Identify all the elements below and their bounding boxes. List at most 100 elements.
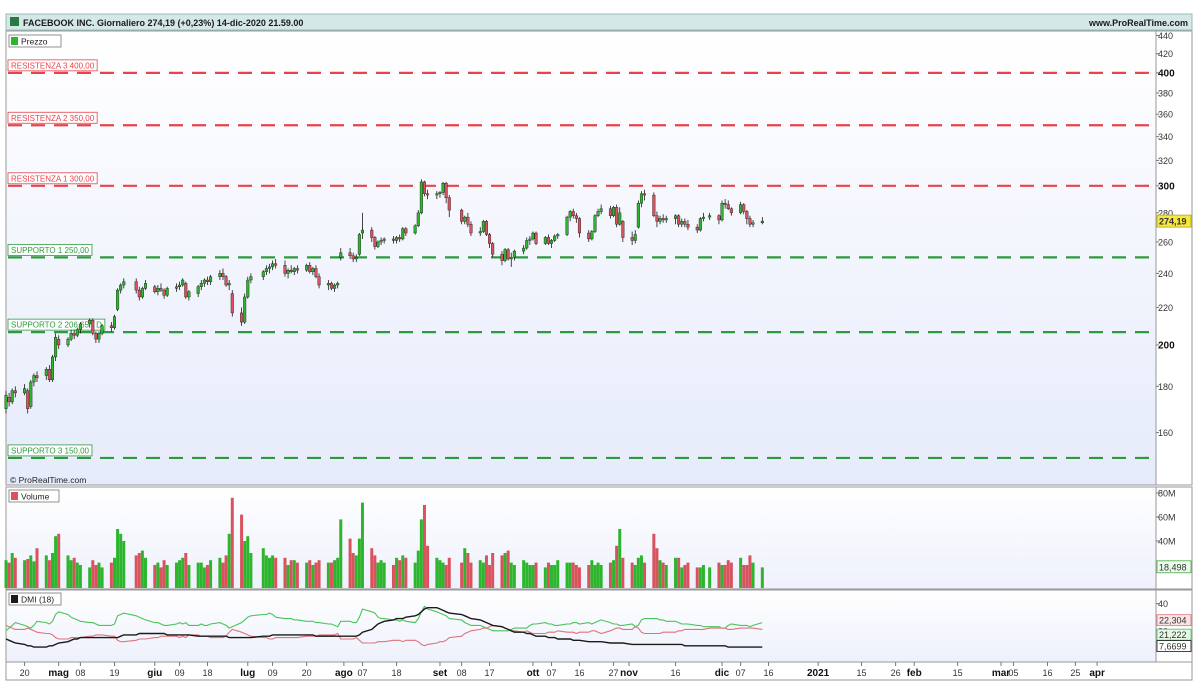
site-name[interactable]: www.ProRealTime.com (1088, 18, 1188, 28)
candle[interactable] (531, 231, 535, 241)
candle[interactable] (178, 281, 182, 291)
candle[interactable] (308, 262, 312, 274)
candle[interactable] (97, 331, 101, 344)
candle[interactable] (376, 240, 380, 249)
candle[interactable] (66, 337, 70, 347)
candle[interactable] (509, 252, 513, 267)
candle[interactable] (348, 248, 352, 259)
candle[interactable] (382, 237, 386, 244)
candle[interactable] (463, 215, 467, 225)
candle[interactable] (78, 322, 82, 334)
candle[interactable] (209, 275, 213, 286)
candle[interactable] (546, 234, 550, 246)
candle[interactable] (47, 365, 51, 382)
candle[interactable] (599, 204, 603, 215)
candle[interactable] (612, 205, 616, 218)
candle[interactable] (329, 281, 333, 291)
candle[interactable] (23, 384, 27, 396)
candle[interactable] (438, 191, 442, 198)
candle[interactable] (305, 263, 309, 272)
candle[interactable] (162, 288, 166, 299)
candle[interactable] (4, 390, 8, 414)
candle[interactable] (398, 234, 402, 242)
candle[interactable] (165, 286, 169, 297)
candle[interactable] (664, 215, 668, 223)
candle[interactable] (143, 279, 147, 291)
candle[interactable] (264, 265, 268, 276)
candle[interactable] (590, 230, 594, 241)
candle[interactable] (354, 254, 358, 263)
candle[interactable] (674, 214, 678, 225)
candle[interactable] (199, 279, 203, 291)
candle[interactable] (745, 210, 749, 225)
candle[interactable] (137, 286, 141, 301)
candle[interactable] (506, 248, 510, 261)
candle[interactable] (469, 221, 473, 236)
candle[interactable] (44, 367, 48, 380)
candle[interactable] (630, 231, 634, 246)
candle[interactable] (503, 248, 507, 263)
candle[interactable] (13, 386, 17, 398)
candle[interactable] (652, 192, 656, 218)
candle[interactable] (491, 241, 495, 258)
candle[interactable] (686, 219, 690, 231)
candle[interactable] (339, 248, 343, 261)
candle[interactable] (528, 235, 532, 246)
candle[interactable] (574, 212, 578, 223)
candle[interactable] (596, 208, 600, 218)
candle[interactable] (512, 249, 516, 261)
candle[interactable] (159, 283, 163, 292)
candle[interactable] (701, 212, 705, 222)
candle[interactable] (10, 388, 14, 405)
candle[interactable] (246, 276, 250, 299)
candle[interactable] (500, 251, 504, 266)
candle[interactable] (565, 215, 569, 236)
candle[interactable] (116, 288, 120, 312)
candle[interactable] (202, 278, 206, 287)
candle[interactable] (373, 235, 377, 250)
candle[interactable] (283, 260, 287, 277)
candle[interactable] (720, 200, 724, 222)
candle[interactable] (153, 285, 157, 294)
candle[interactable] (292, 266, 296, 276)
candle[interactable] (295, 265, 299, 274)
candle[interactable] (636, 200, 640, 229)
candle[interactable] (615, 204, 619, 228)
candle[interactable] (271, 260, 275, 271)
candle[interactable] (75, 327, 79, 338)
candle[interactable] (72, 329, 76, 340)
candle[interactable] (534, 231, 538, 246)
candle[interactable] (478, 227, 482, 236)
candle[interactable] (286, 268, 290, 279)
candle[interactable] (426, 189, 430, 200)
candle[interactable] (249, 273, 253, 284)
candle[interactable] (751, 219, 755, 228)
candle[interactable] (140, 286, 144, 299)
candle[interactable] (683, 218, 687, 228)
candle[interactable] (69, 329, 73, 342)
candle[interactable] (717, 214, 721, 225)
candle[interactable] (7, 392, 11, 407)
candle[interactable] (122, 278, 126, 289)
candle[interactable] (484, 219, 488, 236)
candle[interactable] (726, 200, 730, 211)
candle[interactable] (134, 278, 138, 294)
candle[interactable] (351, 252, 355, 263)
candle[interactable] (633, 230, 637, 244)
candle[interactable] (742, 203, 746, 215)
candle[interactable] (723, 199, 727, 209)
candle[interactable] (639, 191, 643, 208)
candle[interactable] (419, 179, 423, 215)
candle[interactable] (441, 181, 445, 196)
candle[interactable] (29, 379, 33, 409)
candle[interactable] (608, 205, 612, 219)
candle[interactable] (205, 276, 209, 286)
candle[interactable] (317, 273, 321, 289)
candle[interactable] (230, 290, 234, 317)
candle[interactable] (587, 230, 591, 242)
candle[interactable] (577, 217, 581, 238)
candle[interactable] (370, 227, 374, 242)
candle[interactable] (618, 207, 622, 226)
candle[interactable] (57, 335, 61, 349)
candle[interactable] (184, 281, 188, 299)
